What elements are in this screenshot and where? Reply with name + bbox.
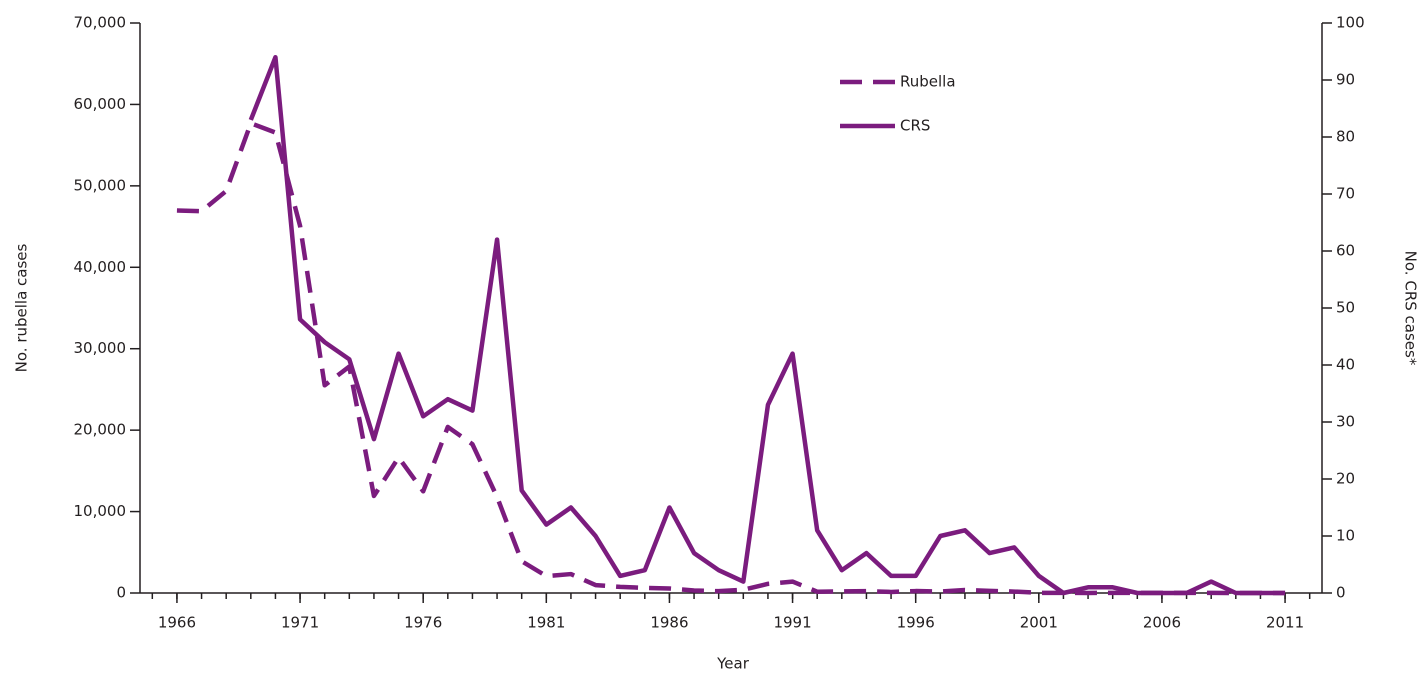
y2-tick-label: 60 bbox=[1336, 242, 1355, 260]
legend-label: CRS bbox=[900, 117, 930, 135]
x-tick-label: 2011 bbox=[1266, 614, 1304, 632]
x-tick-label: 1966 bbox=[158, 614, 196, 632]
y2-tick-label: 40 bbox=[1336, 356, 1355, 374]
y2-tick-label: 20 bbox=[1336, 470, 1355, 488]
x-tick-label: 1991 bbox=[773, 614, 811, 632]
y2-tick-label: 0 bbox=[1336, 584, 1346, 602]
x-tick-label: 1976 bbox=[404, 614, 442, 632]
y-tick-label: 10,000 bbox=[74, 502, 127, 520]
y-tick-label: 0 bbox=[116, 584, 126, 602]
legend-label: Rubella bbox=[900, 73, 956, 91]
y2-axis-label: No. CRS cases* bbox=[1402, 251, 1420, 366]
x-tick-label: 1971 bbox=[281, 614, 319, 632]
x-tick-label: 2006 bbox=[1143, 614, 1181, 632]
y2-tick-label: 70 bbox=[1336, 185, 1355, 203]
y-tick-label: 70,000 bbox=[74, 14, 127, 32]
y-tick-label: 20,000 bbox=[74, 421, 127, 439]
series-line bbox=[248, 54, 1286, 596]
y-axis-label: No. rubella cases bbox=[13, 243, 31, 372]
y2-tick-label: 90 bbox=[1336, 71, 1355, 89]
series-line bbox=[176, 121, 1286, 596]
x-axis-label: Year bbox=[716, 655, 750, 673]
y2-tick-label: 50 bbox=[1336, 299, 1355, 317]
x-tick-label: 1996 bbox=[897, 614, 935, 632]
x-tick-label: 1986 bbox=[650, 614, 688, 632]
y-tick-label: 60,000 bbox=[74, 95, 127, 113]
x-tick-label: 1981 bbox=[527, 614, 565, 632]
y2-tick-label: 100 bbox=[1336, 14, 1365, 32]
y2-tick-label: 10 bbox=[1336, 527, 1355, 545]
y-tick-label: 30,000 bbox=[74, 339, 127, 357]
y-tick-label: 50,000 bbox=[74, 176, 127, 194]
y2-tick-label: 30 bbox=[1336, 413, 1355, 431]
x-tick-label: 2001 bbox=[1020, 614, 1058, 632]
y2-tick-label: 80 bbox=[1336, 128, 1355, 146]
y-tick-label: 40,000 bbox=[74, 258, 127, 276]
